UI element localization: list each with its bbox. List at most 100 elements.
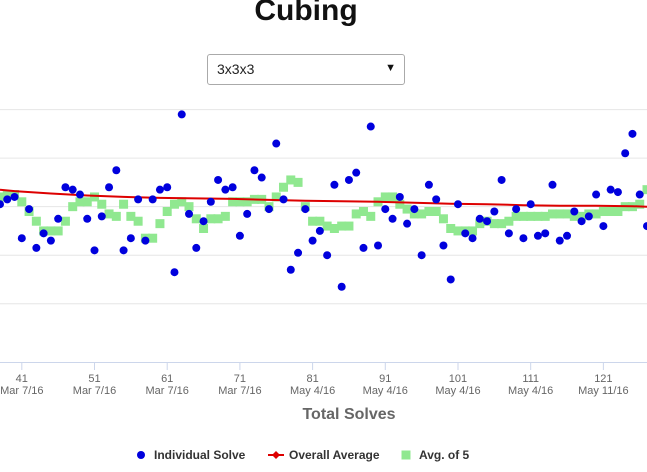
- avg-of-5-point: [526, 211, 536, 221]
- legend[interactable]: Individual Solve Overall Average Avg. of 5: [137, 448, 470, 462]
- x-tick-label: 61: [161, 373, 173, 385]
- avg-of-5-point: [228, 197, 238, 207]
- x-tick-label: 81: [306, 373, 318, 385]
- individual-solve-point: [461, 229, 470, 238]
- individual-solve-point: [264, 205, 273, 214]
- individual-solve-point: [61, 183, 70, 192]
- avg-of-5-point: [279, 182, 289, 192]
- individual-solve-point: [83, 214, 92, 223]
- individual-solve-point: [403, 219, 412, 228]
- individual-solve-point: [359, 243, 368, 252]
- avg-of-5-point: [75, 197, 85, 207]
- avg-of-5-series: [0, 175, 647, 243]
- individual-solve-point: [46, 236, 55, 245]
- individual-solve-point: [541, 229, 550, 238]
- individual-solve-point: [32, 243, 41, 252]
- individual-solve-point: [584, 212, 593, 221]
- avg-of-5-point: [133, 216, 143, 226]
- legend-label: Avg. of 5: [419, 448, 470, 462]
- avg-of-5-point: [0, 192, 5, 202]
- legend-item-overall-average[interactable]: Overall Average: [268, 448, 380, 462]
- x-tick-label: 71: [234, 373, 246, 385]
- avg-of-5-point: [31, 216, 41, 226]
- legend-symbol-circle: [137, 451, 145, 459]
- avg-of-5-point: [569, 211, 579, 221]
- individual-solve-point: [126, 234, 135, 243]
- individual-solve-point: [512, 205, 521, 214]
- avg-of-5-point: [475, 219, 485, 229]
- legend-item-individual-solve[interactable]: Individual Solve: [137, 448, 246, 462]
- individual-solve-point: [235, 231, 244, 240]
- avg-of-5-point: [322, 221, 332, 231]
- x-tick-date-label: May 4/16: [290, 385, 335, 397]
- overall-average-series: [0, 188, 647, 208]
- x-tick-date-label: May 4/16: [508, 385, 553, 397]
- individual-solve-point: [323, 251, 332, 260]
- individual-solve-point: [97, 212, 106, 221]
- individual-solve-point: [635, 190, 644, 199]
- legend-symbol-diamond: [272, 451, 280, 459]
- avg-of-5-point: [642, 185, 647, 195]
- avg-of-5-point: [598, 207, 608, 217]
- x-tick-date-label: Mar 7/16: [0, 385, 43, 397]
- individual-solve-point: [25, 205, 34, 214]
- individual-solve-point: [533, 231, 542, 240]
- individual-solve-point: [613, 188, 622, 197]
- individual-solve-point: [10, 192, 19, 201]
- individual-solve-point: [90, 246, 99, 255]
- x-tick-date-label: May 11/16: [578, 385, 629, 397]
- individual-solve-point: [497, 175, 506, 184]
- individual-solve-point: [148, 195, 157, 204]
- individual-solve-point: [141, 236, 150, 245]
- avg-of-5-point: [489, 219, 499, 229]
- individual-solve-point: [308, 236, 317, 245]
- avg-of-5-point: [380, 192, 390, 202]
- individual-solve-point: [475, 214, 484, 223]
- individual-solve-point: [606, 185, 615, 194]
- avg-of-5-point: [409, 209, 419, 219]
- individual-solve-point: [504, 229, 513, 238]
- avg-of-5-point: [162, 207, 172, 217]
- avg-of-5-point: [2, 190, 12, 200]
- individual-solve-point: [563, 231, 572, 240]
- avg-of-5-point: [315, 216, 325, 226]
- individual-solve-point: [286, 265, 295, 274]
- individual-solve-point: [352, 168, 361, 177]
- avg-of-5-point: [119, 199, 129, 209]
- legend-label: Overall Average: [289, 448, 380, 462]
- individual-solve-point: [483, 217, 492, 226]
- individual-solve-point: [228, 183, 237, 192]
- avg-of-5-point: [155, 219, 165, 229]
- individual-solve-point: [301, 205, 310, 214]
- avg-of-5-point: [271, 192, 281, 202]
- avg-of-5-point: [468, 226, 478, 236]
- overall-average-line: [0, 188, 647, 208]
- individual-solve-point: [417, 251, 426, 260]
- puzzle-type-select[interactable]: 3x3x3 ▼: [207, 54, 405, 85]
- avg-of-5-point: [220, 211, 230, 221]
- individual-solve-point: [155, 185, 164, 194]
- individual-solve-point: [446, 275, 455, 284]
- avg-of-5-point: [111, 211, 121, 221]
- individual-solve-point: [105, 183, 114, 192]
- legend-label: Individual Solve: [154, 448, 246, 462]
- avg-of-5-point: [286, 175, 296, 185]
- avg-of-5-point: [308, 216, 318, 226]
- avg-of-5-point: [453, 226, 463, 236]
- individual-solve-point: [206, 197, 215, 206]
- chevron-down-icon: ▼: [385, 62, 396, 74]
- avg-of-5-point: [417, 209, 427, 219]
- avg-of-5-point: [329, 224, 339, 233]
- individual-solve-point: [439, 241, 448, 250]
- puzzle-type-selected-value: 3x3x3: [217, 61, 255, 77]
- avg-of-5-point: [82, 197, 92, 207]
- avg-of-5-point: [46, 226, 56, 236]
- individual-solve-point: [243, 209, 252, 218]
- individual-solve-point: [424, 180, 433, 189]
- page-title: Cubing: [254, 0, 358, 27]
- legend-item-avg-of-5[interactable]: Avg. of 5: [401, 448, 470, 462]
- avg-of-5-point: [60, 216, 70, 226]
- individual-solve-point: [199, 217, 208, 226]
